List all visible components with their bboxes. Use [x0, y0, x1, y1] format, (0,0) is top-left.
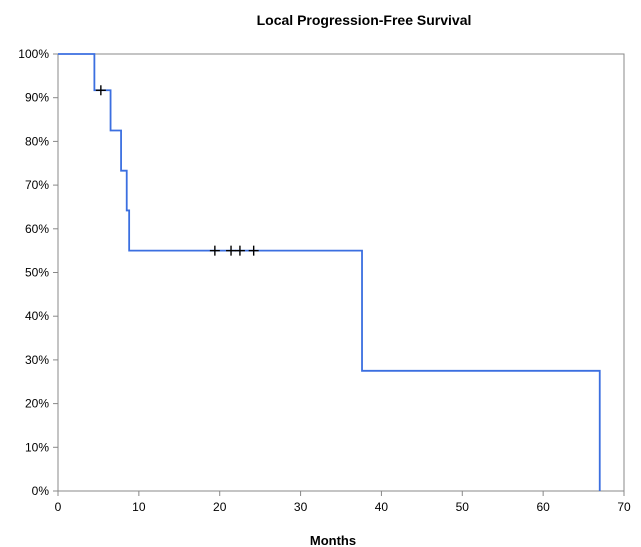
x-tick-label: 0 — [55, 500, 62, 514]
y-tick-label: 100% — [18, 47, 49, 61]
censor-mark — [95, 85, 106, 96]
x-tick-label: 70 — [617, 500, 631, 514]
x-tick-label: 30 — [294, 500, 308, 514]
censor-mark — [234, 245, 245, 256]
censor-mark — [248, 245, 259, 256]
y-tick-label: 0% — [32, 484, 50, 498]
y-tick-label: 60% — [25, 222, 49, 236]
y-tick-label: 90% — [25, 91, 49, 105]
plot-area: 0% 10% 20% 30% 40% 50% 60% 70% 80% 90% 100% 0 10 20 30… — [18, 47, 631, 514]
y-tick-label: 10% — [25, 440, 49, 454]
y-tick-label: 80% — [25, 134, 49, 148]
y-tick-label: 40% — [25, 309, 49, 323]
x-tick-label: 60 — [536, 500, 550, 514]
y-tick-label: 50% — [25, 266, 49, 280]
censor-mark — [226, 245, 237, 256]
survival-step-line — [58, 53, 601, 491]
x-tick-label: 20 — [213, 500, 227, 514]
x-axis-label: Months — [310, 533, 356, 547]
x-tick-label: 10 — [132, 500, 146, 514]
chart-title: Local Progression-Free Survival — [257, 12, 472, 28]
censor-mark — [209, 245, 220, 256]
y-tick-label: 20% — [25, 397, 49, 411]
plot-border — [57, 53, 625, 492]
x-tick-label: 40 — [375, 500, 389, 514]
y-tick-label: 70% — [25, 178, 49, 192]
y-tick-label: 30% — [25, 353, 49, 367]
x-tick-label: 50 — [456, 500, 470, 514]
